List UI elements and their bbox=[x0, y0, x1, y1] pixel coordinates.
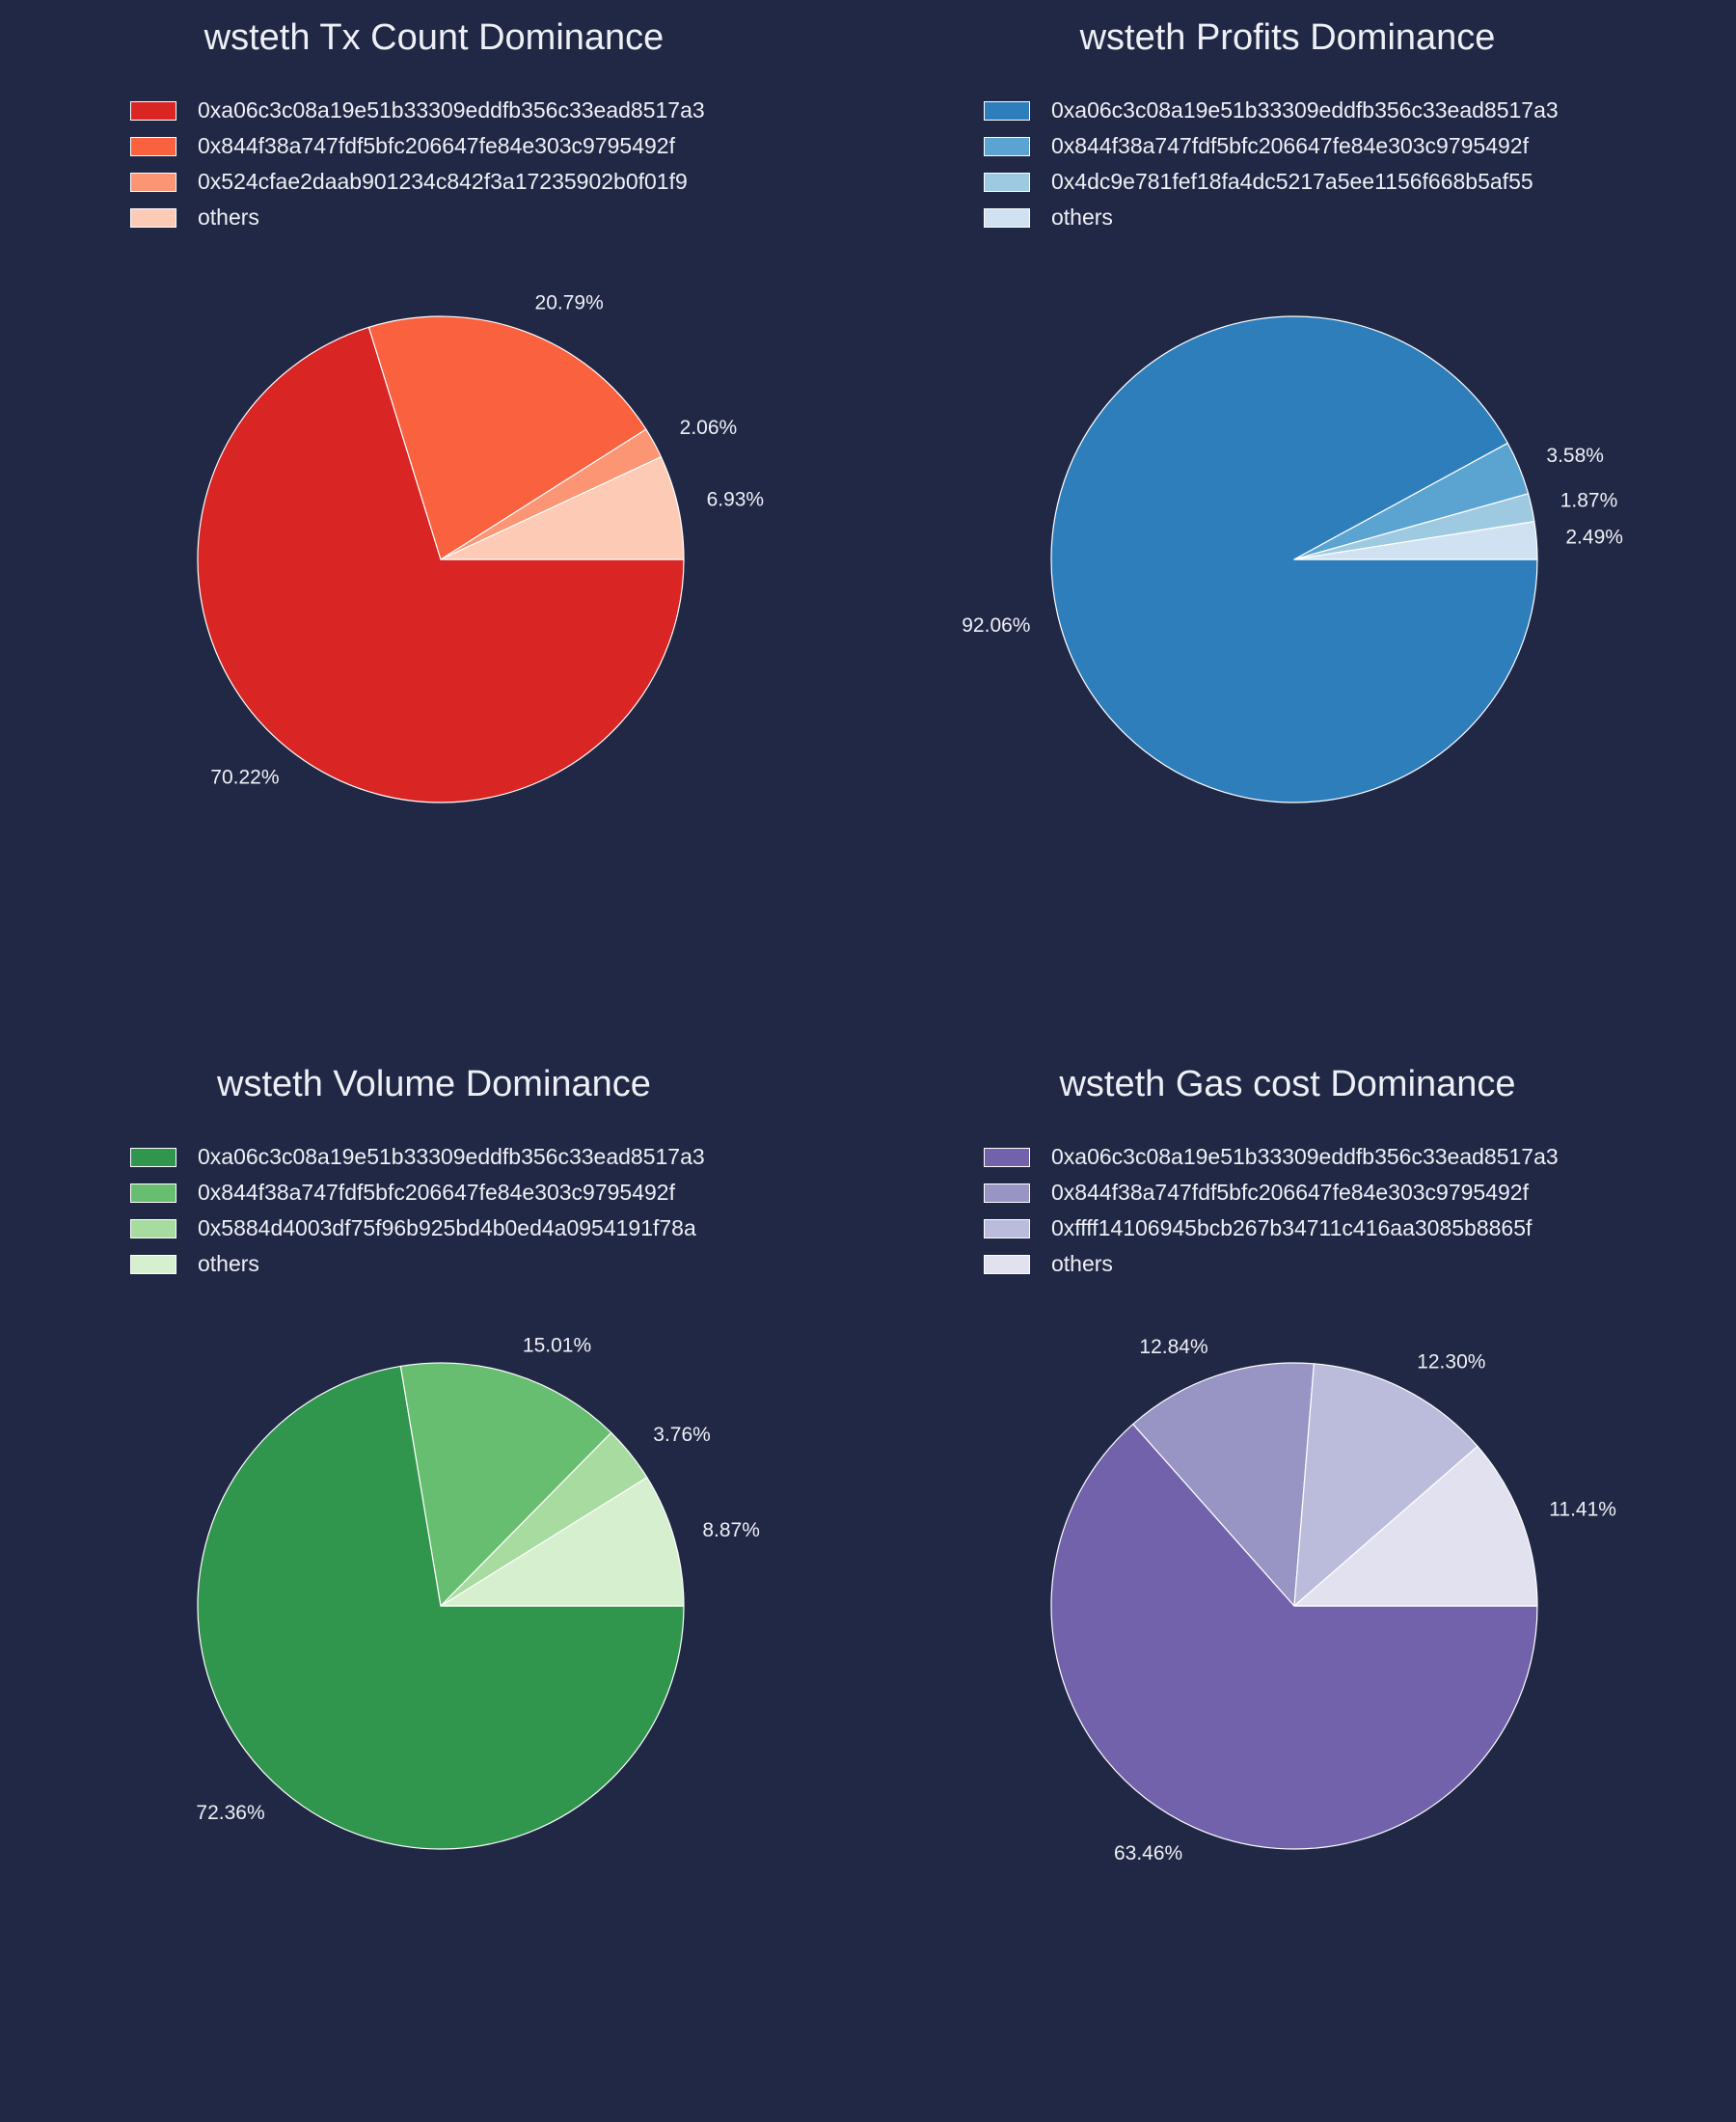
legend-swatch bbox=[130, 1218, 176, 1238]
slice-percent-label: 1.87% bbox=[1560, 489, 1618, 511]
pie-slice bbox=[197, 1365, 685, 1850]
legend-item: others bbox=[984, 1246, 1559, 1282]
pie-slice bbox=[1132, 1362, 1316, 1607]
legend-swatch bbox=[130, 100, 176, 121]
legend-swatch bbox=[984, 207, 1030, 228]
legend-label: 0x844f38a747fdf5bfc206647fe84e303c979549… bbox=[198, 133, 675, 158]
legend-swatch bbox=[984, 136, 1030, 156]
legend-swatch bbox=[130, 172, 176, 192]
legend-swatch bbox=[984, 1147, 1030, 1167]
slice-percent-label: 72.36% bbox=[196, 1802, 264, 1824]
pie-slice bbox=[1293, 1363, 1478, 1607]
chart-panel-tx-count: wsteth Tx Count Dominance 0xa06c3c08a19e… bbox=[0, 0, 868, 1047]
slice-percent-label: 3.76% bbox=[653, 1424, 711, 1446]
legend: 0xa06c3c08a19e51b33309eddfb356c33ead8517… bbox=[130, 93, 705, 235]
legend-swatch bbox=[984, 1218, 1030, 1238]
legend-label: others bbox=[1051, 1251, 1113, 1276]
legend-label: 0x524cfae2daab901234c842f3a17235902b0f01… bbox=[198, 169, 688, 194]
chart-title: wsteth Volume Dominance bbox=[217, 1064, 651, 1104]
legend-item: 0xa06c3c08a19e51b33309eddfb356c33ead8517… bbox=[984, 1139, 1559, 1175]
legend-label: 0xa06c3c08a19e51b33309eddfb356c33ead8517… bbox=[1051, 1144, 1559, 1169]
legend-label: 0x844f38a747fdf5bfc206647fe84e303c979549… bbox=[198, 1180, 675, 1205]
legend: 0xa06c3c08a19e51b33309eddfb356c33ead8517… bbox=[130, 1139, 705, 1282]
legend: 0xa06c3c08a19e51b33309eddfb356c33ead8517… bbox=[984, 93, 1559, 235]
legend-label: 0x844f38a747fdf5bfc206647fe84e303c979549… bbox=[1051, 1180, 1529, 1205]
legend-swatch bbox=[130, 1183, 176, 1203]
legend-item: others bbox=[130, 200, 705, 235]
legend-item: 0x844f38a747fdf5bfc206647fe84e303c979549… bbox=[984, 128, 1559, 164]
legend-item: 0xa06c3c08a19e51b33309eddfb356c33ead8517… bbox=[984, 93, 1559, 128]
slice-percent-label: 15.01% bbox=[523, 1334, 591, 1356]
legend-swatch bbox=[984, 100, 1030, 121]
legend-swatch bbox=[130, 1254, 176, 1274]
legend-label: 0xa06c3c08a19e51b33309eddfb356c33ead8517… bbox=[198, 97, 705, 122]
legend-swatch bbox=[984, 1254, 1030, 1274]
pie-chart: 92.06% 3.58% 1.87% 2.49% bbox=[962, 315, 1623, 803]
slice-percent-label: 92.06% bbox=[962, 614, 1030, 637]
legend-swatch bbox=[130, 136, 176, 156]
slice-percent-label: 2.06% bbox=[680, 417, 738, 439]
legend-label: 0x4dc9e781fef18fa4dc5217a5ee1156f668b5af… bbox=[1051, 169, 1533, 194]
pie-slice bbox=[440, 456, 685, 560]
chart-panel-volume: wsteth Volume Dominance 0xa06c3c08a19e51… bbox=[0, 1047, 868, 2093]
legend-item: 0x4dc9e781fef18fa4dc5217a5ee1156f668b5af… bbox=[984, 164, 1559, 200]
pie-slice bbox=[399, 1362, 612, 1607]
slice-percent-label: 70.22% bbox=[210, 767, 279, 789]
chart-title: wsteth Profits Dominance bbox=[1079, 17, 1496, 58]
slice-percent-label: 11.41% bbox=[1549, 1499, 1616, 1521]
chart-panel-gas-cost: wsteth Gas cost Dominance 0xa06c3c08a19e… bbox=[854, 1047, 1722, 2093]
legend-label: 0x844f38a747fdf5bfc206647fe84e303c979549… bbox=[1051, 133, 1529, 158]
slice-percent-label: 63.46% bbox=[1114, 1842, 1182, 1864]
slice-percent-label: 8.87% bbox=[702, 1519, 760, 1541]
chart-panel-profits: wsteth Profits Dominance 0xa06c3c08a19e5… bbox=[854, 0, 1722, 1047]
pie-slice bbox=[367, 315, 647, 560]
legend-label: 0xa06c3c08a19e51b33309eddfb356c33ead8517… bbox=[1051, 97, 1559, 122]
legend-label: others bbox=[1051, 204, 1113, 230]
legend-item: 0x524cfae2daab901234c842f3a17235902b0f01… bbox=[130, 164, 705, 200]
legend-swatch bbox=[984, 172, 1030, 192]
legend-item: 0xa06c3c08a19e51b33309eddfb356c33ead8517… bbox=[130, 1139, 705, 1175]
slice-percent-label: 6.93% bbox=[707, 489, 765, 511]
legend-label: 0x5884d4003df75f96b925bd4b0ed4a0954191f7… bbox=[198, 1215, 696, 1240]
chart-title: wsteth Gas cost Dominance bbox=[1059, 1064, 1516, 1104]
legend: 0xa06c3c08a19e51b33309eddfb356c33ead8517… bbox=[984, 1139, 1559, 1282]
slice-percent-label: 2.49% bbox=[1565, 526, 1623, 548]
pie-slice bbox=[1293, 521, 1538, 560]
legend-item: 0x844f38a747fdf5bfc206647fe84e303c979549… bbox=[130, 128, 705, 164]
legend-label: others bbox=[198, 1251, 259, 1276]
legend-swatch bbox=[130, 1147, 176, 1167]
legend-item: 0xa06c3c08a19e51b33309eddfb356c33ead8517… bbox=[130, 93, 705, 128]
legend-item: 0x844f38a747fdf5bfc206647fe84e303c979549… bbox=[984, 1175, 1559, 1211]
pie-slice bbox=[1050, 1423, 1538, 1850]
legend-item: 0x5884d4003df75f96b925bd4b0ed4a0954191f7… bbox=[130, 1211, 705, 1246]
legend-label: 0xa06c3c08a19e51b33309eddfb356c33ead8517… bbox=[198, 1144, 705, 1169]
slice-percent-label: 3.58% bbox=[1546, 445, 1604, 467]
chart-title: wsteth Tx Count Dominance bbox=[203, 17, 665, 58]
pie-slice bbox=[1293, 1445, 1538, 1607]
legend-item: others bbox=[984, 200, 1559, 235]
pie-slice bbox=[440, 1477, 685, 1607]
legend-label: others bbox=[198, 204, 259, 230]
legend-item: 0x844f38a747fdf5bfc206647fe84e303c979549… bbox=[130, 1175, 705, 1211]
pie-chart: 70.22% 20.79% 2.06% 6.93% bbox=[197, 292, 765, 803]
slice-percent-label: 20.79% bbox=[535, 292, 604, 314]
pie-chart: 63.46% 12.84% 12.30% 11.41% bbox=[1050, 1336, 1616, 1864]
legend-item: 0xffff14106945bcb267b34711c416aa3085b886… bbox=[984, 1211, 1559, 1246]
slice-percent-label: 12.30% bbox=[1417, 1351, 1485, 1374]
legend-item: others bbox=[130, 1246, 705, 1282]
slice-percent-label: 12.84% bbox=[1139, 1336, 1207, 1358]
pie-slice bbox=[197, 326, 685, 803]
legend-swatch bbox=[984, 1183, 1030, 1203]
pie-chart: 72.36% 15.01% 3.76% 8.87% bbox=[196, 1334, 760, 1850]
legend-swatch bbox=[130, 207, 176, 228]
legend-label: 0xffff14106945bcb267b34711c416aa3085b886… bbox=[1051, 1215, 1533, 1240]
